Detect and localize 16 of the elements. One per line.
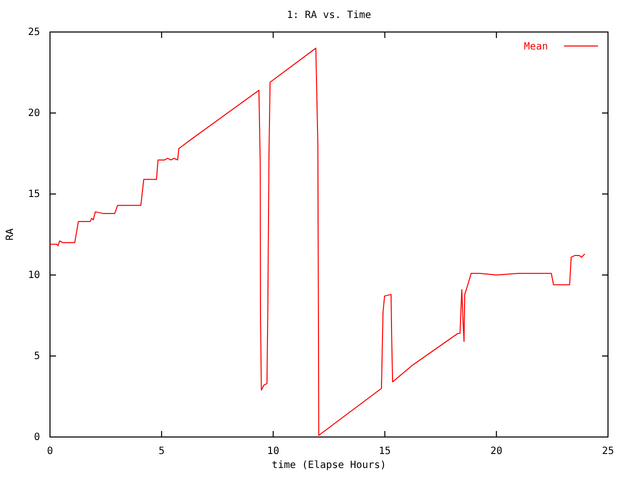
x-tick-label: 20 <box>490 446 502 458</box>
y-axis-title: RA <box>5 228 16 241</box>
y-tick-label: 25 <box>28 27 40 38</box>
y-tick-label: 20 <box>28 108 40 120</box>
legend-label: Mean <box>524 42 548 52</box>
x-tick-label: 15 <box>378 446 391 458</box>
y-tick-label: 5 <box>34 351 40 362</box>
x-tick-label: 5 <box>158 446 165 458</box>
y-tick-label: 15 <box>28 189 40 200</box>
y-tick-label: 10 <box>28 270 40 282</box>
x-tick-label: 10 <box>267 446 280 458</box>
x-axis-title: time (Elapse Hours) <box>272 460 386 471</box>
x-tick-label: 0 <box>46 446 54 458</box>
chart-title: 1: RA vs. Time <box>286 10 372 21</box>
y-tick-label: 0 <box>34 432 40 444</box>
x-tick-label: 25 <box>602 446 614 458</box>
